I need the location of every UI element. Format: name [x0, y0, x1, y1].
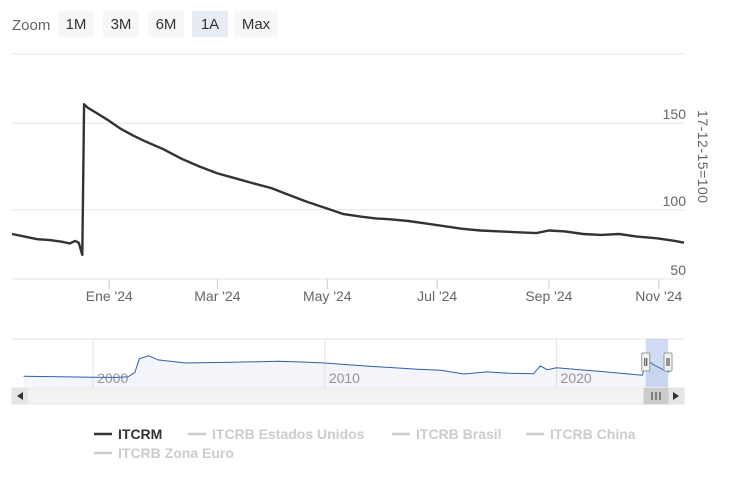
zoom-button-label: 1M: [66, 16, 87, 33]
navigator[interactable]: 2000 2010 2020: [12, 338, 684, 387]
zoom-button-bg[interactable]: [103, 11, 139, 37]
zoom-button-label: 3M: [111, 16, 132, 33]
navigator-handle-right[interactable]: [663, 352, 673, 372]
arrow-left-icon: [17, 392, 23, 400]
navigator-tick-label: 2000: [97, 370, 128, 386]
grip-icon: [651, 392, 661, 400]
y-tick-label: 100: [663, 193, 687, 209]
navigator-area: [23, 355, 670, 387]
legend-item-itcrb-zona-euro[interactable]: ITCRB Zona Euro: [94, 445, 234, 461]
zoom-button-6m[interactable]: 6M: [148, 11, 184, 37]
scrollbar[interactable]: [11, 387, 685, 405]
x-tick-label: Ene '24: [86, 288, 133, 304]
x-tick-label: May '24: [303, 288, 352, 304]
zoom-button-bg[interactable]: [235, 11, 277, 37]
legend-label: ITCRB Zona Euro: [118, 445, 234, 461]
zoom-button-1m[interactable]: 1M: [58, 11, 94, 37]
zoom-button-max[interactable]: Max: [235, 11, 277, 37]
scrollbar-track[interactable]: [11, 387, 685, 405]
range-selector: Zoom 1M 3M 6M 1A Max: [12, 11, 277, 37]
navigator-tick-label: 2020: [561, 370, 592, 386]
zoom-label: Zoom: [12, 17, 50, 34]
x-tick-label: Nov '24: [635, 288, 682, 304]
legend-item-itcrb-brasil[interactable]: ITCRB Brasil: [392, 426, 502, 442]
y-axis-title: 17-12-15=100: [695, 110, 711, 204]
navigator-background: [12, 339, 684, 387]
arrow-right-icon: [673, 392, 679, 400]
legend-item-itcrm[interactable]: ITCRM: [94, 426, 162, 442]
navigator-tick-label: 2010: [329, 370, 360, 386]
handle-grip-icon[interactable]: [663, 352, 673, 372]
zoom-button-3m[interactable]: 3M: [103, 11, 139, 37]
legend-item-itcrb-china[interactable]: ITCRB China: [526, 426, 636, 442]
navigator-line: [23, 355, 670, 378]
navigator-handle-left[interactable]: [641, 352, 651, 372]
series-line-itcrm: [11, 103, 685, 256]
y-tick-label: 150: [663, 106, 687, 122]
legend-label: ITCRB China: [550, 426, 636, 442]
zoom-button-label: Max: [242, 16, 271, 33]
legend-label: ITCRB Estados Unidos: [212, 426, 365, 442]
legend-item-itcrb-estados-unidos[interactable]: ITCRB Estados Unidos: [188, 426, 365, 442]
handle-grip-icon[interactable]: [641, 352, 651, 372]
plot-area: Ene '24 Mar '24 May '24 Jul '24 Sep '24 Nov '…: [11, 53, 711, 304]
x-tick-label: Sep '24: [525, 288, 572, 304]
legend: ITCRM ITCRB Estados Unidos ITCRB Brasil ITC…: [94, 426, 636, 461]
x-tick-label: Mar '24: [194, 288, 240, 304]
zoom-button-label: 6M: [156, 16, 177, 33]
legend-label: ITCRM: [118, 426, 162, 442]
y-tick-label: 50: [670, 262, 686, 278]
legend-label: ITCRB Brasil: [416, 426, 502, 442]
zoom-button-1a[interactable]: 1A: [192, 11, 228, 37]
navigator-selected-range[interactable]: [645, 339, 668, 387]
zoom-button-label: 1A: [201, 16, 219, 33]
zoom-button-bg[interactable]: [148, 11, 184, 37]
zoom-button-bg[interactable]: [58, 11, 94, 37]
x-tick-label: Jul '24: [417, 288, 457, 304]
zoom-button-bg[interactable]: [192, 11, 228, 37]
